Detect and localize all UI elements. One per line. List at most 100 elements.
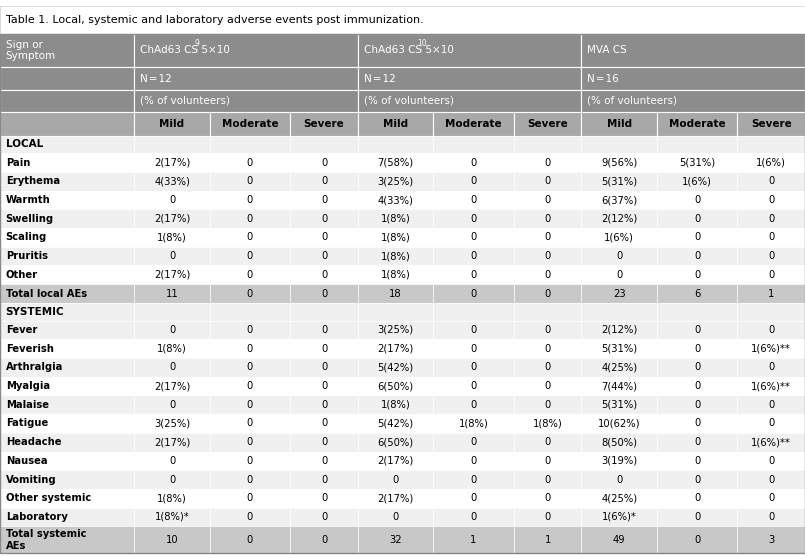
Text: 10: 10 [166,535,179,545]
Text: 1(8%): 1(8%) [459,419,489,428]
Bar [291,395,358,414]
Bar [581,191,657,210]
Text: 0: 0 [544,456,551,466]
Bar [581,414,657,433]
Text: Feverish: Feverish [6,344,53,354]
Text: 0: 0 [544,437,551,447]
Text: 0: 0 [321,176,327,186]
Text: Other: Other [6,270,38,280]
Bar [209,266,291,284]
Bar [581,321,657,339]
Text: 0: 0 [694,475,700,485]
Bar [514,470,581,489]
Bar [134,266,209,284]
Bar [134,228,209,247]
Bar [737,228,805,247]
Bar [209,414,291,433]
Text: 0: 0 [470,288,477,299]
Text: Fatigue: Fatigue [6,419,47,428]
Text: 0: 0 [321,233,327,243]
Text: 0: 0 [247,270,253,280]
Bar [581,377,657,395]
Bar [657,266,737,284]
Bar [433,172,514,191]
Text: Headache: Headache [6,437,61,447]
Bar [209,395,291,414]
Text: 2(17%): 2(17%) [378,344,414,354]
Bar [433,191,514,210]
Bar [657,284,737,303]
Text: 1(6%)**: 1(6%)** [751,437,791,447]
Text: 1(8%)*: 1(8%)* [155,512,189,522]
Text: 0: 0 [768,195,774,205]
Text: Table 1. Local, systemic and laboratory adverse events post immunization.: Table 1. Local, systemic and laboratory … [6,15,424,25]
Text: 0: 0 [247,475,253,485]
Bar [581,489,657,508]
Text: 2(12%): 2(12%) [601,325,638,335]
Text: 1(6%): 1(6%) [605,233,634,243]
Text: 0: 0 [321,512,327,522]
Bar [291,508,358,527]
Text: 2(17%): 2(17%) [154,270,190,280]
Bar [291,135,358,153]
Bar [291,470,358,489]
Text: Moderate: Moderate [221,119,279,129]
Text: Moderate: Moderate [445,119,502,129]
Bar [0,452,134,470]
Bar [737,112,805,135]
Text: 0: 0 [470,344,477,354]
Bar [0,508,134,527]
Bar [581,284,657,303]
Bar [291,527,358,553]
Bar [358,34,581,67]
Bar [291,112,358,135]
Bar [134,321,209,339]
Bar [737,153,805,172]
Text: 0: 0 [694,535,700,545]
Text: Severe: Severe [303,119,345,129]
Bar [209,452,291,470]
Bar [433,508,514,527]
Text: 0: 0 [694,233,700,243]
Text: 5(31%): 5(31%) [601,400,638,410]
Text: 0: 0 [321,456,327,466]
Bar [657,395,737,414]
Bar [0,210,134,228]
Text: 0: 0 [321,493,327,503]
Bar [581,112,657,135]
Text: 2(17%): 2(17%) [154,381,190,391]
Bar [209,339,291,358]
Bar [358,470,433,489]
Text: 0: 0 [247,512,253,522]
Text: 0: 0 [169,325,175,335]
Text: 0: 0 [470,214,477,224]
Text: 0: 0 [321,288,327,299]
Bar [581,358,657,377]
Bar [433,228,514,247]
Text: 23: 23 [613,288,625,299]
Bar [291,153,358,172]
Bar [291,284,358,303]
Text: 5(31%): 5(31%) [601,176,638,186]
Bar [737,470,805,489]
Bar [581,67,805,90]
Bar [581,508,657,527]
Bar [657,527,737,553]
Bar [737,339,805,358]
Bar [514,153,581,172]
Bar [209,284,291,303]
Text: 0: 0 [247,437,253,447]
Bar [514,452,581,470]
Bar [0,358,134,377]
Bar [358,508,433,527]
Bar [0,433,134,452]
Text: 0: 0 [321,381,327,391]
Bar [134,527,209,553]
Text: 0: 0 [768,419,774,428]
Bar [0,266,134,284]
Bar [737,433,805,452]
Text: 0: 0 [544,493,551,503]
Bar [358,527,433,553]
Text: 0: 0 [544,251,551,261]
Bar [433,266,514,284]
